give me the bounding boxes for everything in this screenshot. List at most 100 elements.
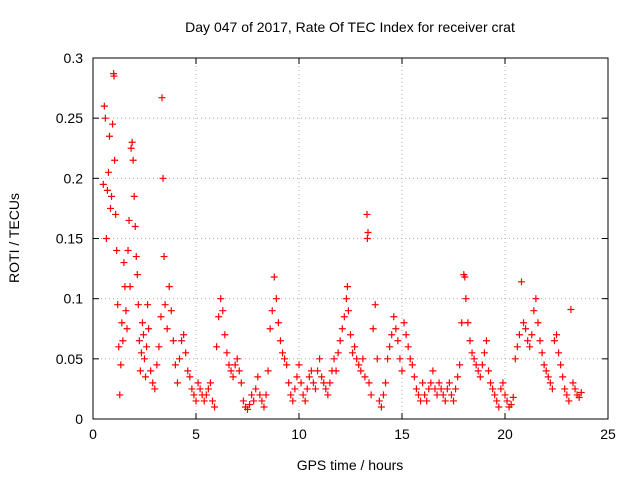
data-point xyxy=(134,301,142,309)
data-point xyxy=(142,373,150,381)
data-point xyxy=(139,331,147,339)
data-point xyxy=(299,391,307,399)
data-point xyxy=(377,403,385,411)
data-point xyxy=(225,361,233,369)
data-point xyxy=(99,180,107,188)
data-point xyxy=(445,379,453,387)
data-point xyxy=(122,307,130,315)
data-point xyxy=(127,144,135,152)
data-point xyxy=(130,192,138,200)
data-point xyxy=(342,295,350,303)
x-tick-label: 10 xyxy=(291,426,307,442)
data-point xyxy=(229,373,237,381)
data-point xyxy=(163,325,171,333)
data-point xyxy=(223,349,231,357)
data-point xyxy=(419,379,427,387)
data-point xyxy=(105,132,113,140)
data-point xyxy=(363,210,371,218)
data-point xyxy=(104,168,112,176)
data-point xyxy=(536,337,544,345)
data-point xyxy=(100,102,108,110)
data-point xyxy=(563,391,571,399)
data-point xyxy=(532,295,540,303)
data-point xyxy=(254,373,262,381)
data-point xyxy=(143,343,151,351)
data-point xyxy=(388,331,396,339)
data-point xyxy=(363,235,371,242)
data-point xyxy=(114,301,122,309)
data-point xyxy=(136,367,144,375)
data-point xyxy=(476,373,484,381)
data-point xyxy=(194,379,202,387)
data-point xyxy=(128,138,136,146)
data-point xyxy=(336,337,344,345)
y-tick-label: 0.3 xyxy=(64,50,84,66)
data-point xyxy=(188,385,196,393)
data-point xyxy=(530,307,538,315)
data-point xyxy=(120,259,128,267)
data-point xyxy=(248,391,256,399)
data-point xyxy=(213,343,221,351)
data-point xyxy=(169,337,177,345)
chart-title: Day 047 of 2017, Rate Of TEC Index for r… xyxy=(185,19,515,35)
data-point xyxy=(429,367,437,375)
data-point xyxy=(102,235,110,242)
data-point xyxy=(359,355,367,363)
data-point xyxy=(458,319,466,327)
data-point xyxy=(258,397,266,405)
data-point xyxy=(425,385,433,393)
data-point xyxy=(196,385,204,393)
data-point xyxy=(347,331,354,339)
data-point xyxy=(435,379,443,387)
data-point xyxy=(468,349,476,357)
data-point xyxy=(466,337,474,345)
data-point xyxy=(472,361,480,369)
data-point xyxy=(190,391,198,399)
data-point xyxy=(320,379,328,387)
data-point xyxy=(305,373,313,381)
data-point xyxy=(553,331,560,339)
data-point xyxy=(186,373,194,381)
data-point xyxy=(133,271,141,279)
data-point xyxy=(509,393,517,401)
data-point xyxy=(124,247,132,255)
data-point xyxy=(569,379,577,387)
data-point xyxy=(256,391,264,399)
data-point xyxy=(144,301,152,309)
data-point xyxy=(355,361,363,369)
x-tick-labels: 0 5 10 15 20 25 xyxy=(89,426,616,442)
data-point xyxy=(262,391,270,399)
data-point xyxy=(316,355,324,363)
data-point xyxy=(423,397,431,405)
data-point xyxy=(421,391,429,399)
data-point xyxy=(161,301,169,309)
data-point xyxy=(410,373,418,381)
data-point xyxy=(412,385,420,393)
data-point xyxy=(437,385,445,393)
data-point xyxy=(367,391,375,399)
data-point xyxy=(165,283,173,291)
data-point xyxy=(515,331,523,339)
data-point xyxy=(180,331,188,339)
data-point xyxy=(239,397,247,405)
data-point xyxy=(132,253,140,261)
data-point xyxy=(462,295,470,303)
data-point xyxy=(487,379,495,387)
data-point xyxy=(158,94,166,102)
data-point xyxy=(108,192,116,200)
data-point xyxy=(398,367,406,375)
data-point xyxy=(373,355,381,363)
data-point xyxy=(113,247,121,255)
data-point xyxy=(107,204,115,212)
data-point xyxy=(208,397,216,405)
data-point xyxy=(478,361,486,369)
data-point xyxy=(326,379,334,387)
y-tick-label: 0.1 xyxy=(64,291,84,307)
data-point xyxy=(221,331,229,339)
data-point xyxy=(375,397,383,405)
data-point xyxy=(503,397,511,405)
data-point xyxy=(565,397,573,405)
y-tick-label: 0.2 xyxy=(64,170,84,186)
data-point xyxy=(324,391,332,399)
